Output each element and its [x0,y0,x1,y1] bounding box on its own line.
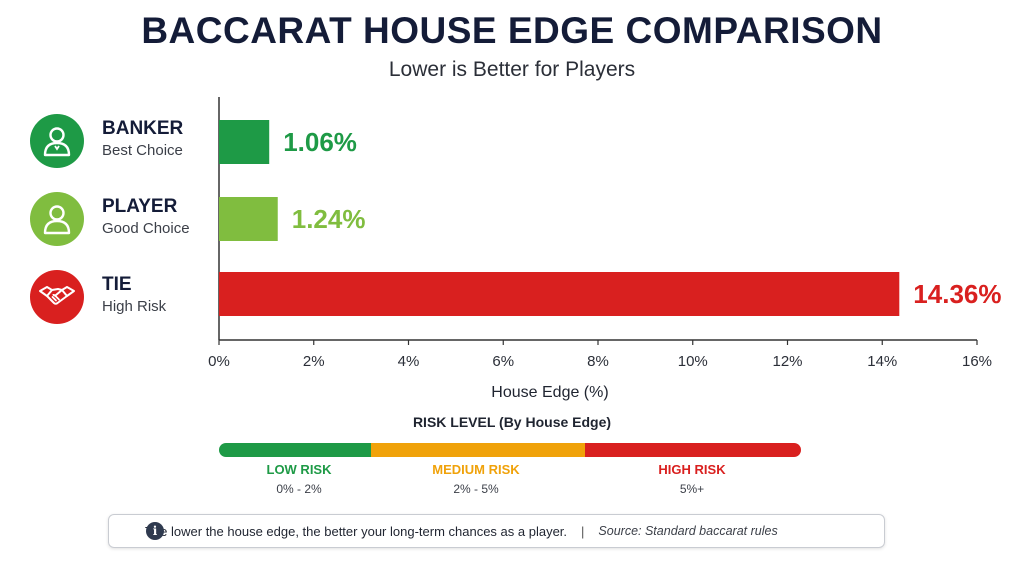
user-icon [30,114,84,168]
source-note: Source: Standard baccarat rules [598,524,778,538]
chart-subtitle: Lower is Better for Players [388,58,636,81]
risk-label-low: LOW RISK [266,462,332,477]
x-axis-label: House Edge (%) [491,384,608,401]
risk-segment-low [219,443,371,457]
bar-tie [219,272,900,316]
risk-label-medium: MEDIUM RISK [432,462,520,477]
x-tick-label: 2% [303,353,325,370]
info-note: i The lower the house edge, the better y… [108,514,885,548]
category-banker: BANKER Best Choice [30,114,220,170]
x-tick-label: 0% [208,353,230,370]
risk-range-medium: 2% - 5% [453,482,499,496]
risk-label-high: HIGH RISK [658,462,726,477]
category-player: PLAYER Good Choice [30,192,220,248]
risk-segment-high [585,443,801,457]
risk-level-title: RISK LEVEL (By House Edge) [412,414,612,430]
x-tick-label: 8% [587,353,609,370]
x-tick-label: 6% [492,353,514,370]
handshake-icon [30,270,84,324]
x-tick-label: 16% [962,353,992,370]
data-label-tie: 14.36% [913,279,1001,309]
info-note-text: The lower the house edge, the better you… [145,523,568,539]
category-description: Best Choice [102,142,183,159]
data-label-banker: 1.06% [283,127,357,157]
risk-segment-medium [371,443,585,457]
data-label-player: 1.24% [292,204,366,234]
x-tick-label: 4% [398,353,420,370]
chart-title: BACCARAT HOUSE EDGE COMPARISON [141,10,883,51]
category-name: BANKER [102,118,184,139]
category-description: High Risk [102,298,167,315]
bar-banker [219,120,270,164]
category-name: PLAYER [102,196,178,217]
info-icon: i [146,522,164,540]
risk-range-low: 0% - 2% [276,482,322,496]
category-name: TIE [102,274,132,295]
user-icon [30,192,84,246]
risk-scale-bar [219,443,801,457]
risk-range-high: 5%+ [679,482,705,496]
bar-chart: 0% 2% 4% 6% 8% 10% 12% 14% 16% House Edge (%) 1.06… [208,97,1001,401]
x-tick-label: 14% [867,353,897,370]
bar-player [219,197,278,241]
category-description: Good Choice [102,220,190,237]
category-tie: TIE High Risk [30,270,220,326]
x-tick-label: 12% [772,353,802,370]
x-tick-label: 10% [678,353,708,370]
note-separator: | [581,523,585,539]
